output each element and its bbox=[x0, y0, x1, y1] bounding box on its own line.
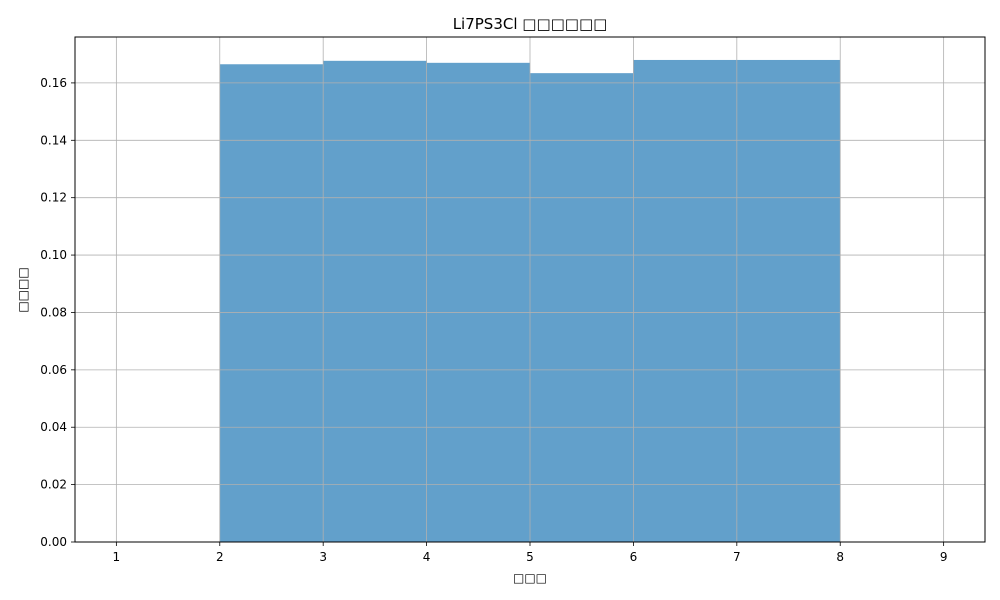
x-axis-label: □□□ bbox=[513, 571, 547, 585]
x-tick-label-3: 3 bbox=[319, 550, 327, 564]
y-tick-label-1: 0.00 bbox=[40, 535, 67, 549]
histogram-bar-2 bbox=[323, 60, 427, 543]
y-axis-ticks: 0.00 0.02 0.04 0.06 0.08 0.10 0.12 0.14 0.16 bbox=[40, 76, 75, 549]
x-tick-label-1: 1 bbox=[113, 550, 121, 564]
y-tick-label-6: 0.10 bbox=[40, 248, 67, 262]
x-tick-label-5: 5 bbox=[526, 550, 534, 564]
histogram-bar-5 bbox=[633, 59, 737, 543]
y-axis-label: □□□□ bbox=[16, 267, 30, 312]
y-tick-label-7: 0.12 bbox=[40, 191, 67, 205]
x-axis-ticks: 1 2 3 4 5 6 7 8 9 bbox=[113, 542, 948, 564]
x-tick-label-6: 6 bbox=[630, 550, 638, 564]
y-tick-label-9: 0.16 bbox=[40, 76, 67, 90]
y-tick-label-8: 0.14 bbox=[40, 133, 67, 147]
histogram-bar-6 bbox=[736, 59, 841, 543]
y-tick-label-2: 0.02 bbox=[40, 478, 67, 492]
x-tick-label-7: 7 bbox=[733, 550, 741, 564]
y-tick-label-4: 0.06 bbox=[40, 363, 67, 377]
x-tick-label-2: 2 bbox=[216, 550, 224, 564]
x-tick-label-9: 9 bbox=[940, 550, 948, 564]
histogram-bar-3 bbox=[426, 62, 530, 543]
y-tick-label-3: 0.04 bbox=[40, 420, 67, 434]
histogram-bar-4 bbox=[530, 73, 634, 542]
bars bbox=[219, 59, 841, 543]
y-tick-label-5: 0.08 bbox=[40, 305, 67, 319]
x-tick-label-4: 4 bbox=[423, 550, 431, 564]
chart-title: Li7PS3Cl □□□□□□ bbox=[453, 15, 608, 33]
x-tick-label-8: 8 bbox=[836, 550, 844, 564]
histogram-bar-1 bbox=[219, 64, 324, 543]
